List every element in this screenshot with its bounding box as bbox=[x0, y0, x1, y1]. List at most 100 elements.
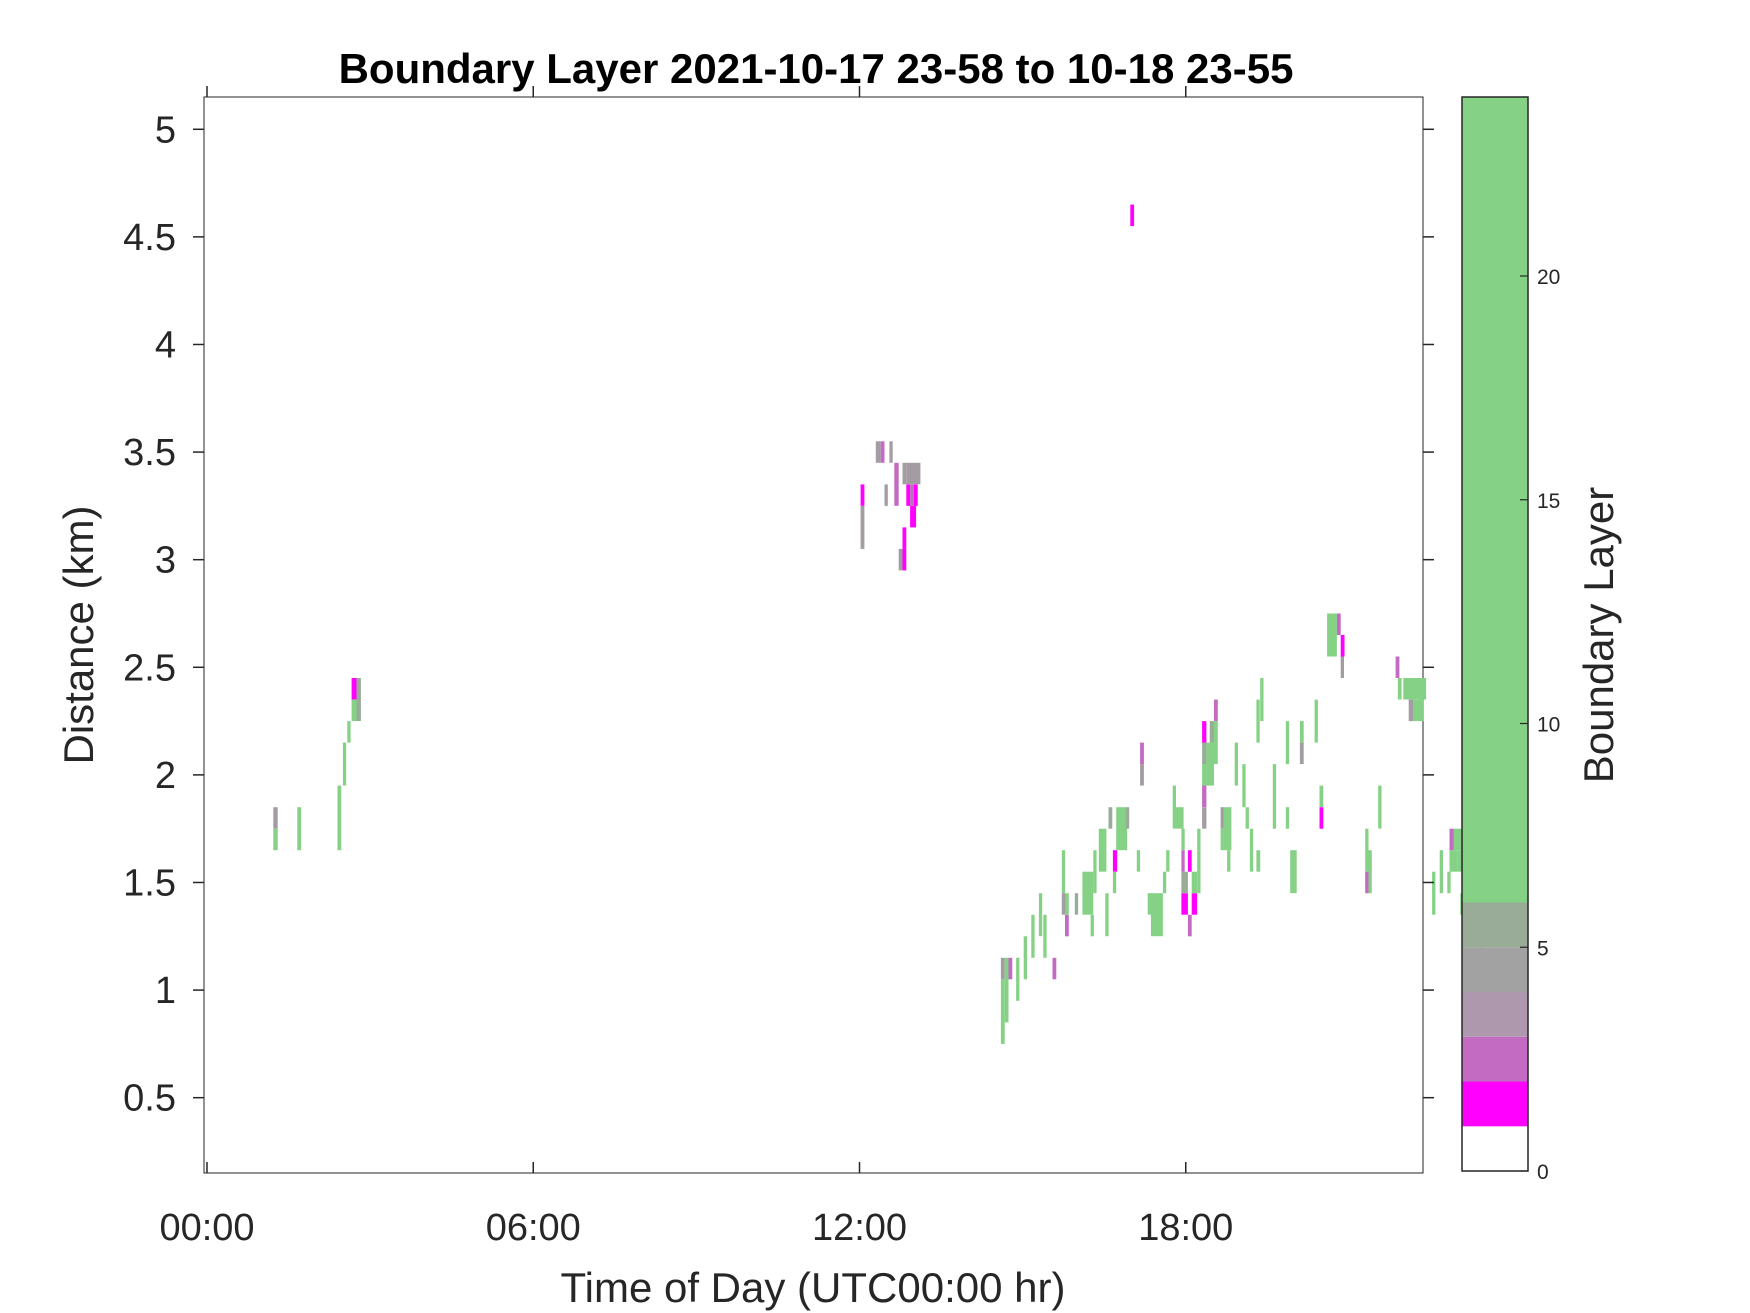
plot-area bbox=[203, 96, 1424, 1174]
data-cell bbox=[1319, 807, 1324, 829]
data-cell bbox=[1004, 957, 1009, 1023]
y-tick-label: 5 bbox=[155, 109, 176, 151]
data-cell bbox=[1162, 871, 1167, 894]
data-cell bbox=[880, 441, 885, 463]
x-tick-label: 00:00 bbox=[159, 1207, 254, 1249]
x-tick-label: 18:00 bbox=[1138, 1207, 1233, 1249]
data-cell bbox=[1181, 871, 1188, 894]
data-cell bbox=[1116, 807, 1128, 851]
data-cell bbox=[1202, 785, 1207, 808]
data-cell bbox=[1023, 936, 1027, 980]
y-tick-label: 3 bbox=[155, 540, 176, 582]
colorbar-band bbox=[1462, 97, 1528, 903]
data-cell bbox=[1197, 850, 1201, 894]
y-axis-label: Distance (km) bbox=[55, 505, 102, 764]
data-cell bbox=[356, 678, 361, 721]
data-cell bbox=[902, 462, 907, 485]
data-cell bbox=[1327, 613, 1337, 657]
axes: 00:00 06:00 12:00 18:00 0.5 1 1.5 2 2.5 3 3.5 4 4.5 5 bbox=[123, 86, 1434, 1249]
data-cell bbox=[1256, 850, 1261, 872]
data-cell bbox=[1234, 742, 1238, 786]
data-cell bbox=[1125, 807, 1130, 829]
data-cell bbox=[1061, 893, 1066, 915]
data-cell bbox=[351, 678, 357, 700]
data-cell bbox=[1439, 850, 1443, 894]
data-cell bbox=[1260, 678, 1264, 721]
data-cell bbox=[1319, 785, 1324, 808]
data-cell bbox=[1202, 764, 1207, 786]
data-cell bbox=[337, 785, 342, 851]
data-cell bbox=[1130, 204, 1135, 227]
data-cell bbox=[1140, 764, 1144, 786]
data-cell bbox=[1181, 893, 1188, 915]
data-cell bbox=[1336, 613, 1341, 635]
data-cell bbox=[1016, 957, 1020, 1001]
data-cell bbox=[1147, 893, 1151, 915]
data-cell bbox=[1223, 807, 1232, 851]
data-cell bbox=[1378, 785, 1382, 829]
data-cell bbox=[1395, 656, 1400, 678]
colorbar-band bbox=[1462, 947, 1528, 993]
data-cell bbox=[1285, 807, 1290, 829]
data-cell bbox=[1052, 957, 1057, 980]
x-tick-label: 06:00 bbox=[486, 1207, 581, 1249]
data-cell bbox=[1008, 957, 1013, 980]
data-cell bbox=[1166, 850, 1170, 872]
colorbar-tick-label: 10 bbox=[1537, 714, 1560, 737]
data-cell bbox=[889, 441, 893, 463]
data-cell bbox=[1172, 785, 1176, 829]
colorbar-tick-label: 0 bbox=[1537, 1161, 1549, 1184]
data-cell bbox=[1202, 807, 1207, 829]
data-cell bbox=[910, 484, 914, 506]
data-cell bbox=[297, 807, 302, 851]
data-cell bbox=[1197, 828, 1201, 851]
data-cell bbox=[1413, 699, 1424, 722]
data-cell bbox=[1140, 742, 1144, 765]
data-cell bbox=[1105, 893, 1109, 937]
data-cell bbox=[1181, 850, 1185, 872]
data-cell bbox=[1202, 721, 1207, 743]
y-tick-label: 2 bbox=[155, 755, 176, 797]
data-cell bbox=[273, 828, 278, 851]
data-cell bbox=[913, 484, 918, 506]
data-cell bbox=[342, 742, 347, 786]
data-cell bbox=[894, 462, 899, 506]
data-cell bbox=[1290, 850, 1297, 894]
data-cell bbox=[1093, 850, 1097, 894]
data-cell bbox=[860, 484, 865, 506]
data-cell bbox=[906, 462, 915, 485]
data-cell bbox=[1074, 893, 1079, 915]
data-cell bbox=[1408, 699, 1414, 722]
data-cell bbox=[1065, 893, 1069, 915]
colorbar-frame bbox=[1461, 96, 1529, 1172]
data-cell bbox=[1227, 850, 1231, 872]
data-cell bbox=[1209, 721, 1214, 743]
colorbar-tick-label: 15 bbox=[1537, 490, 1560, 513]
data-cell bbox=[1043, 914, 1047, 958]
data-cell bbox=[1191, 871, 1198, 894]
colorbar-band bbox=[1462, 1036, 1528, 1082]
data-cell bbox=[1242, 764, 1246, 808]
colorbar-tick-label: 20 bbox=[1537, 266, 1560, 289]
data-cell bbox=[1150, 893, 1163, 937]
data-cell bbox=[875, 441, 881, 463]
data-cell bbox=[1365, 871, 1369, 894]
data-cell bbox=[884, 484, 888, 506]
data-cell bbox=[1098, 828, 1107, 872]
data-cell bbox=[1112, 871, 1117, 894]
data-cell bbox=[1181, 828, 1185, 851]
data-cell bbox=[351, 699, 357, 722]
data-cell bbox=[910, 505, 917, 528]
data-cell bbox=[1031, 914, 1035, 958]
data-cell bbox=[1447, 871, 1451, 894]
data-cell bbox=[1136, 850, 1141, 872]
data-cell bbox=[1368, 850, 1372, 894]
colorbar-label: Boundary Layer bbox=[1575, 487, 1622, 784]
colorbar-band bbox=[1462, 1126, 1528, 1172]
y-tick-label: 4.5 bbox=[123, 217, 176, 259]
data-cell bbox=[1176, 807, 1184, 829]
data-cell bbox=[1220, 828, 1224, 851]
data-cell bbox=[1206, 742, 1214, 786]
data-cell bbox=[1449, 850, 1458, 872]
